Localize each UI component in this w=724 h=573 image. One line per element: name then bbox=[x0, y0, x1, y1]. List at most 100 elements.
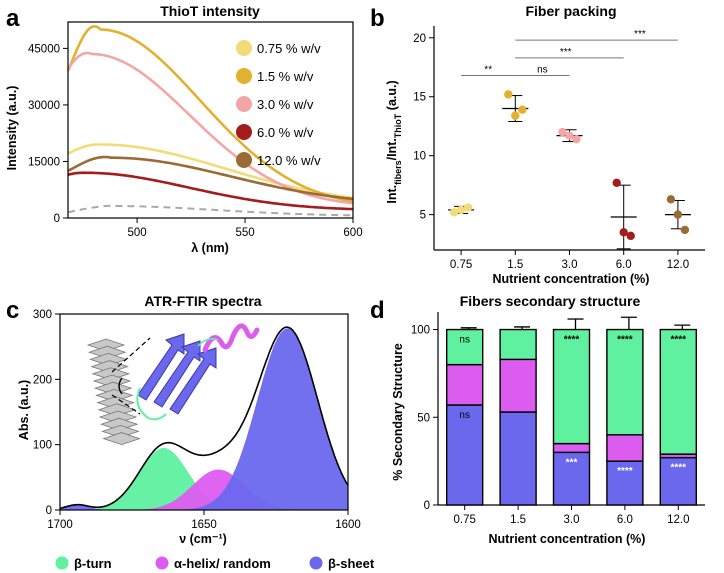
panel-label-d: d bbox=[370, 297, 385, 324]
beta-strand bbox=[153, 340, 201, 408]
panel-d-title: Fibers secondary structure bbox=[460, 293, 641, 309]
alpha-helix bbox=[202, 323, 260, 353]
series-line-3 bbox=[67, 171, 354, 211]
fiber-illustration bbox=[86, 323, 260, 446]
x-tick-label: 3.0 bbox=[562, 259, 578, 271]
thiot-intensity-chart: 500 550 600 0 15000 30000 45000 0.75 % w/v 1.5 %… bbox=[28, 21, 363, 239]
helix-link bbox=[197, 338, 219, 347]
y-tick-label: 15000 bbox=[28, 156, 60, 168]
data-point bbox=[572, 134, 581, 144]
sig-label: **** bbox=[617, 466, 633, 477]
x-tick-label: 0.75 bbox=[454, 514, 476, 526]
fiber-layer bbox=[102, 432, 141, 446]
y-tick-label: 45000 bbox=[28, 43, 60, 55]
x-tick-label: 6.0 bbox=[616, 259, 632, 271]
legend-label-2: β-sheet bbox=[328, 556, 375, 571]
beta-strand bbox=[137, 333, 185, 401]
component-area-0 bbox=[60, 447, 348, 510]
data-point bbox=[680, 225, 690, 235]
x-tick-label: 0.75 bbox=[450, 259, 472, 271]
turn-loop bbox=[136, 387, 167, 421]
y-tick-label: 50 bbox=[417, 412, 430, 424]
ftir-legend: β-turn α-helix/ random β-sheet bbox=[55, 556, 375, 571]
x-tick-label: 1650 bbox=[191, 519, 217, 531]
bar-segment bbox=[499, 411, 537, 506]
sig-label-3: *** bbox=[634, 29, 646, 40]
y-tick-label: 15 bbox=[413, 92, 426, 104]
series-line-1 bbox=[66, 24, 354, 203]
bar-segment bbox=[606, 434, 644, 462]
series-line-4 bbox=[67, 155, 354, 201]
beta-strand bbox=[169, 347, 217, 415]
y-tick-label: 5 bbox=[420, 210, 426, 222]
legend-label-0: 0.75 % w/v bbox=[257, 41, 321, 56]
zoom-bracket bbox=[118, 377, 123, 395]
legend-label-4: 12.0 % w/v bbox=[257, 153, 321, 168]
y-tick-label: 20 bbox=[413, 33, 426, 45]
panel-label-a: a bbox=[6, 5, 20, 32]
panel-d-xlabel: Nutrient concentration (%) bbox=[489, 532, 646, 546]
data-point bbox=[511, 111, 520, 120]
data-point bbox=[673, 210, 683, 219]
data-point bbox=[456, 205, 466, 215]
bar-segment bbox=[446, 404, 484, 506]
legend-marker-0 bbox=[55, 556, 69, 570]
y-tick-label: 30000 bbox=[28, 100, 60, 112]
legend-label-0: β-turn bbox=[74, 556, 112, 571]
data-point bbox=[612, 178, 621, 187]
bar-segment bbox=[552, 442, 591, 454]
zoom-line-bottom bbox=[111, 394, 141, 415]
bar-segment bbox=[659, 456, 697, 506]
sig-label-0: ** bbox=[484, 65, 492, 76]
x-tick-label: 3.0 bbox=[564, 514, 580, 526]
bar-segment bbox=[446, 363, 484, 406]
panel-b-ylabel: Int.fibers/Int.ThioT (a.u.) bbox=[385, 80, 403, 203]
y-tick-label: 100 bbox=[33, 440, 52, 452]
sig-label: *** bbox=[566, 457, 578, 468]
x-tick-label: 600 bbox=[343, 227, 362, 239]
data-point bbox=[463, 203, 473, 212]
envelope-line bbox=[59, 326, 349, 510]
data-point bbox=[518, 105, 527, 114]
component-area-2 bbox=[60, 328, 348, 510]
x-tick-label: 1700 bbox=[47, 519, 73, 531]
atr-ftir-chart: 1700 1650 1600 0 100 200 300 bbox=[33, 309, 361, 531]
data-point bbox=[619, 228, 628, 237]
bar-segment bbox=[499, 358, 537, 413]
y-tick-label: 0 bbox=[54, 213, 60, 225]
sig-label-2: *** bbox=[560, 47, 572, 58]
panel-label-b: b bbox=[370, 5, 385, 32]
data-point bbox=[504, 90, 513, 99]
x-tick-label: 1.5 bbox=[507, 259, 523, 271]
panel-c-xlabel: ν (cm⁻¹) bbox=[179, 532, 227, 546]
series-line-0 bbox=[67, 143, 354, 200]
legend-label-3: 6.0 % w/v bbox=[257, 125, 314, 140]
plot-frame bbox=[67, 21, 354, 219]
legend-label-1: 1.5 % w/v bbox=[257, 69, 314, 84]
y-tick-label: 200 bbox=[33, 374, 52, 386]
series-line-5 bbox=[67, 204, 354, 217]
data-point bbox=[449, 208, 459, 217]
fiber-packing-chart: 5 10 15 20 0.75 1.5 3.0 6.0 12.0 ** ns *** *** bbox=[413, 26, 705, 271]
legend-marker-3 bbox=[236, 124, 252, 140]
sig-label: **** bbox=[671, 463, 687, 474]
bar-segment bbox=[606, 328, 644, 436]
y-tick-label: 0 bbox=[46, 505, 52, 517]
sig-label: **** bbox=[617, 335, 633, 346]
bar-segment bbox=[446, 328, 484, 366]
sig-label: ns bbox=[459, 335, 470, 346]
sig-label: ns bbox=[459, 410, 470, 421]
legend-marker-2 bbox=[236, 96, 252, 112]
zoom-line-top bbox=[111, 337, 151, 373]
bar-segment bbox=[552, 328, 591, 445]
legend-marker-0 bbox=[236, 40, 252, 56]
bar-segment bbox=[606, 460, 644, 506]
panel-b-title: Fiber packing bbox=[525, 3, 616, 19]
data-point bbox=[558, 127, 567, 137]
legend-marker-1 bbox=[236, 68, 252, 84]
bar-segment bbox=[659, 328, 697, 455]
panel-a-title: ThioT intensity bbox=[160, 3, 260, 19]
panel-c-title: ATR-FTIR spectra bbox=[144, 293, 261, 309]
y-tick-label: 100 bbox=[411, 325, 430, 337]
y-tick-label: 300 bbox=[33, 309, 52, 321]
